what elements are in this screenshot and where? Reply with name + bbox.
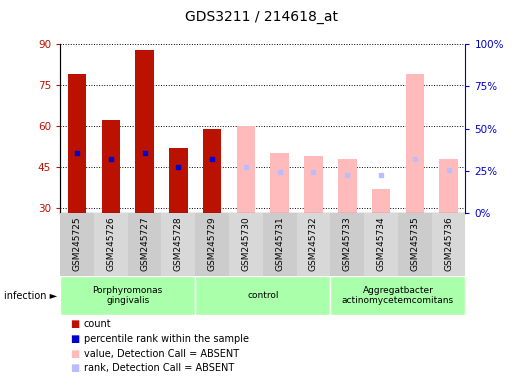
Text: rank, Detection Call = ABSENT: rank, Detection Call = ABSENT: [84, 363, 234, 373]
Text: GSM245729: GSM245729: [208, 216, 217, 271]
Bar: [304, 156, 323, 213]
Bar: [195, 276, 331, 315]
Bar: [331, 213, 364, 276]
Text: GDS3211 / 214618_at: GDS3211 / 214618_at: [185, 10, 338, 23]
Text: GSM245728: GSM245728: [174, 216, 183, 271]
Text: GSM245734: GSM245734: [377, 216, 385, 271]
Bar: [398, 213, 431, 276]
Bar: [236, 126, 255, 213]
Text: ■: ■: [71, 349, 80, 359]
Bar: [331, 276, 465, 315]
Bar: [60, 276, 195, 315]
Bar: [135, 50, 154, 213]
Bar: [101, 121, 120, 213]
Text: control: control: [247, 291, 279, 300]
Text: percentile rank within the sample: percentile rank within the sample: [84, 334, 248, 344]
Text: GSM245736: GSM245736: [444, 216, 453, 271]
Bar: [372, 189, 390, 213]
Bar: [263, 213, 297, 276]
Bar: [162, 213, 195, 276]
Text: GSM245735: GSM245735: [411, 216, 419, 271]
Text: GSM245732: GSM245732: [309, 216, 318, 271]
Bar: [297, 213, 331, 276]
Bar: [270, 153, 289, 213]
Text: GSM245731: GSM245731: [275, 216, 284, 271]
Text: Porphyromonas
gingivalis: Porphyromonas gingivalis: [93, 286, 163, 305]
Bar: [364, 213, 398, 276]
Bar: [338, 159, 357, 213]
Bar: [439, 159, 458, 213]
Text: GSM245733: GSM245733: [343, 216, 352, 271]
Bar: [195, 213, 229, 276]
Bar: [431, 213, 465, 276]
Bar: [128, 213, 162, 276]
Bar: [94, 213, 128, 276]
Bar: [60, 213, 94, 276]
Bar: [68, 74, 86, 213]
Text: GSM245726: GSM245726: [106, 216, 115, 271]
Text: ■: ■: [71, 334, 80, 344]
Text: count: count: [84, 319, 111, 329]
Text: GSM245727: GSM245727: [140, 216, 149, 271]
Text: GSM245730: GSM245730: [242, 216, 251, 271]
Text: Aggregatbacter
actinomycetemcomitans: Aggregatbacter actinomycetemcomitans: [342, 286, 454, 305]
Text: infection ►: infection ►: [4, 291, 58, 301]
Text: value, Detection Call = ABSENT: value, Detection Call = ABSENT: [84, 349, 239, 359]
Text: ■: ■: [71, 363, 80, 373]
Bar: [203, 129, 221, 213]
Text: GSM245725: GSM245725: [73, 216, 82, 271]
Bar: [229, 213, 263, 276]
Text: ■: ■: [71, 319, 80, 329]
Bar: [169, 148, 188, 213]
Bar: [405, 74, 424, 213]
